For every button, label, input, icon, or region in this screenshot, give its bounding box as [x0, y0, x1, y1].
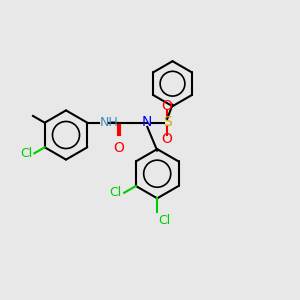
- Text: Cl: Cl: [21, 147, 33, 160]
- Text: O: O: [162, 99, 172, 113]
- Text: N: N: [142, 115, 152, 129]
- Text: O: O: [113, 141, 124, 155]
- Text: Cl: Cl: [110, 186, 122, 199]
- Text: Cl: Cl: [158, 214, 170, 227]
- Text: S: S: [163, 115, 172, 129]
- Text: O: O: [162, 132, 172, 146]
- Text: NH: NH: [100, 116, 119, 129]
